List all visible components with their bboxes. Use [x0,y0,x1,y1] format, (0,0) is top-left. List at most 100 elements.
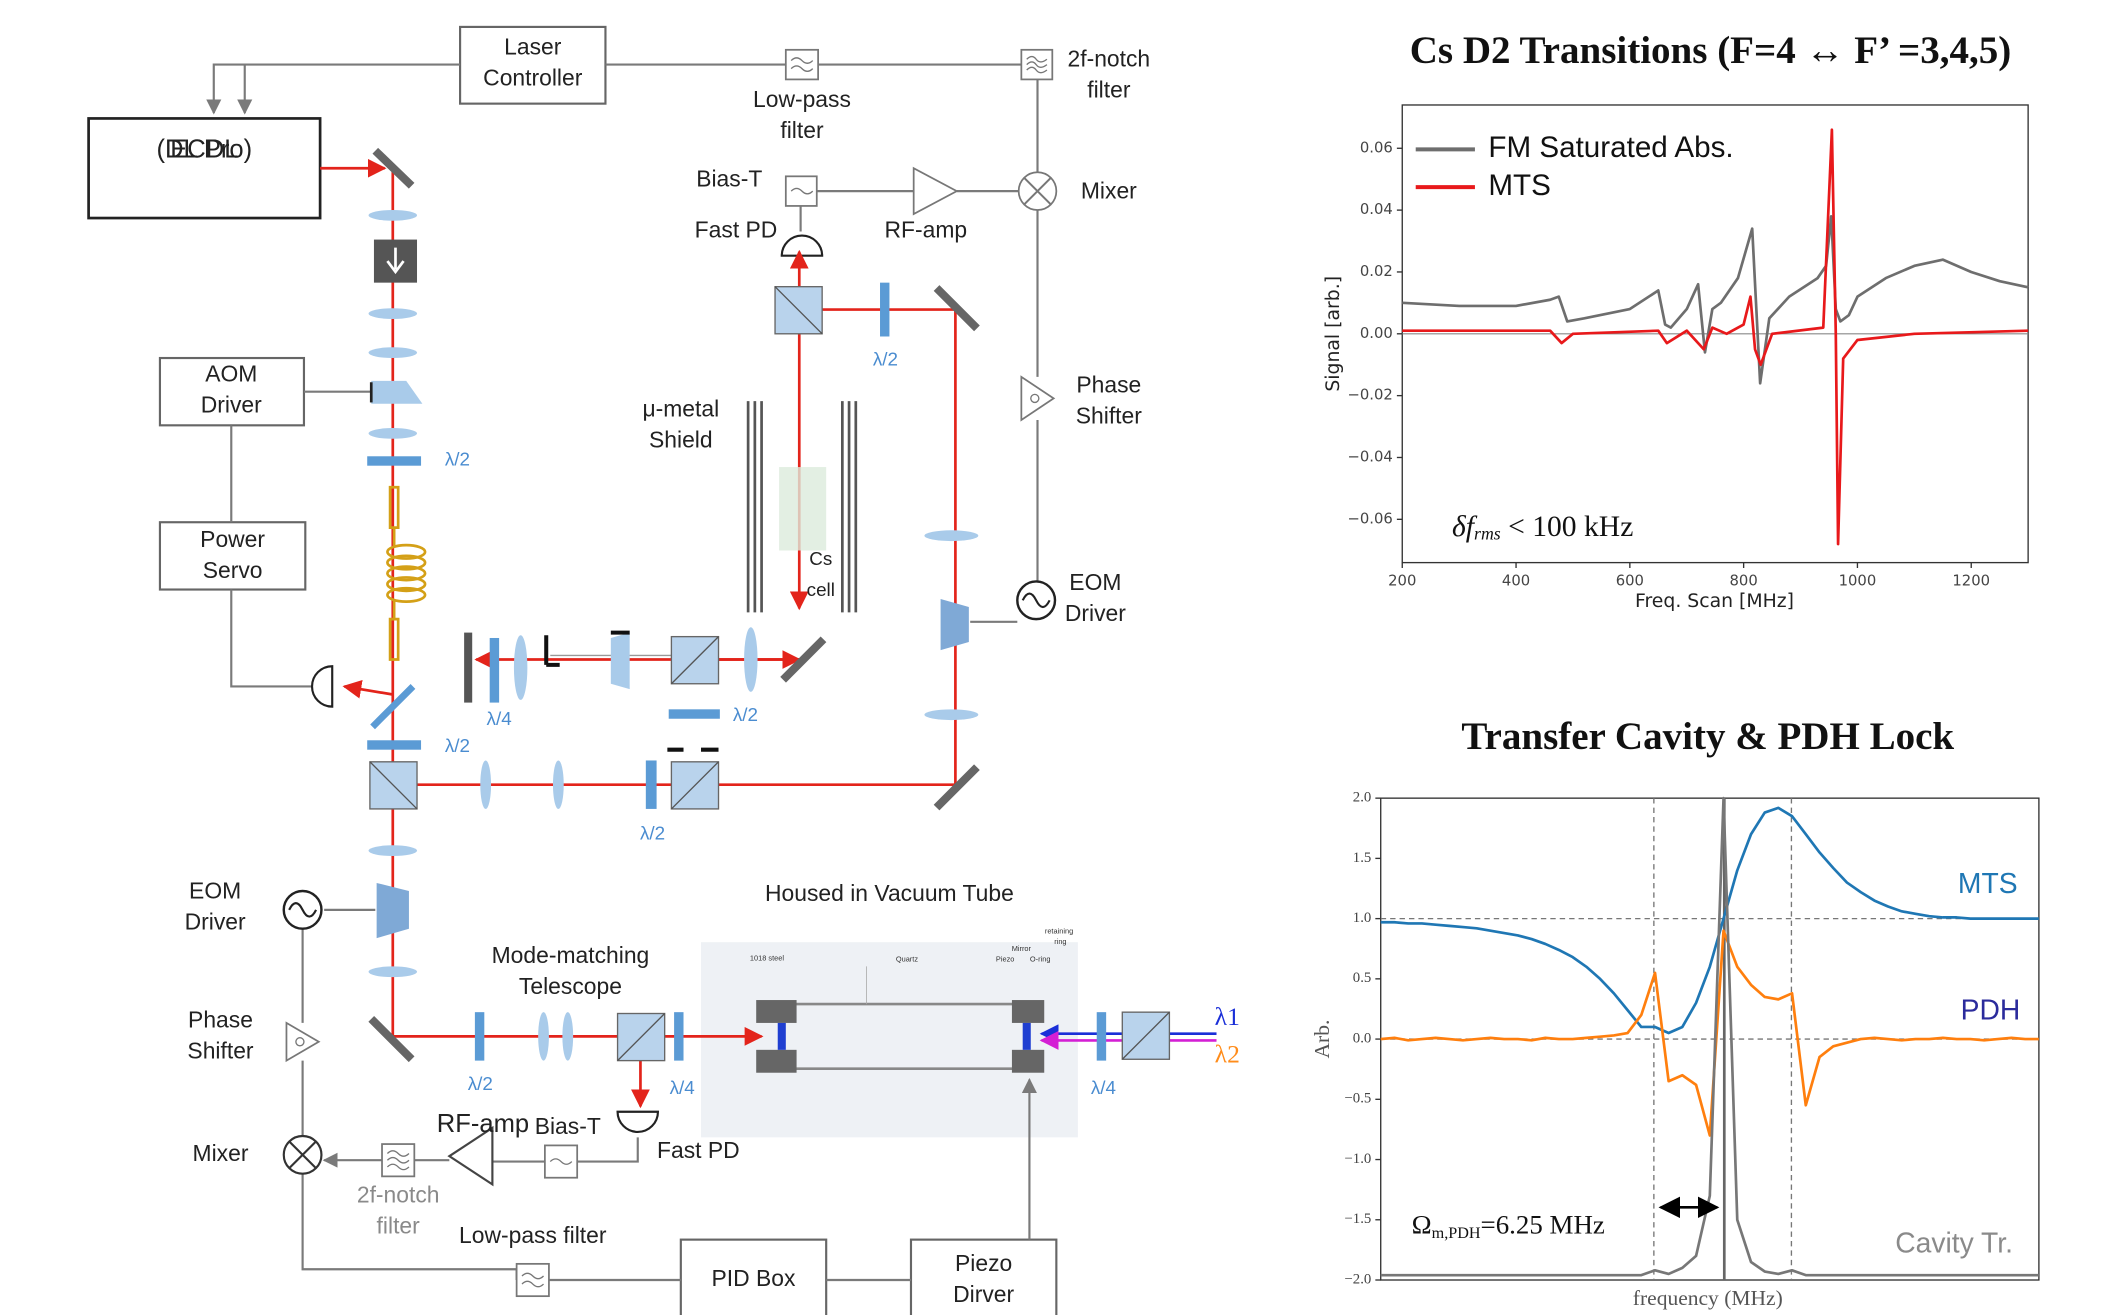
eom [941,599,969,650]
wire [214,65,460,113]
chart-title: Cs D2 Transitions (F=4 ↔ F’ =3,4,5) [1410,29,2012,72]
y-tick-label: 0.04 [1360,201,1393,218]
label: Bias-T [535,1113,601,1139]
label: Shield [649,427,713,453]
series-label: MTS [1958,867,2018,899]
y-tick-label: −0.5 [1344,1091,1371,1107]
lens [369,428,417,439]
label: Mixer [193,1140,249,1166]
retro-mirror [464,633,472,703]
y-tick-label: −1.0 [1344,1151,1371,1167]
waveplate [1097,1012,1106,1060]
lens [924,709,978,720]
label: Mixer [1081,178,1137,204]
label: Cs [809,548,832,569]
prism [611,633,630,690]
lenses [369,210,979,1061]
waveplate-label: λ/2 [873,349,898,370]
part-label: retaining [1045,926,1073,935]
lens [369,210,417,221]
annotation-subscript: m,PDH [1432,1225,1481,1242]
wire [231,65,1037,687]
y-tick-label: 0.5 [1353,970,1372,986]
end-cap [756,1000,796,1023]
label: Fast PD [657,1137,740,1163]
aom [371,381,422,404]
filter [786,50,818,80]
phase-shifter [286,1023,318,1061]
label: Driver [185,908,246,934]
x-axis-label: frequency (MHz) [1633,1286,1783,1310]
x-tick-label: 800 [1730,572,1758,589]
part-label: Quartz [896,955,918,964]
x-tick-label: 400 [1502,572,1530,589]
waveplate [490,638,499,703]
block-label: Power [200,526,265,552]
block-label: PID Box [712,1265,796,1291]
eom [377,883,409,938]
lens [744,627,757,692]
phase-shifter [1021,377,1053,420]
y-tick-label: −0.06 [1347,510,1392,527]
y-tick-label: −2.0 [1344,1271,1371,1287]
part-label: 1018 steel [750,953,784,962]
label: Shifter [187,1038,253,1064]
label: Bias-T [696,165,762,191]
label: 2f-notch [1068,46,1151,72]
y-tick-label: −1.5 [1344,1211,1371,1227]
block-label: Dirver [953,1281,1014,1307]
label: filter [780,117,824,143]
block-label: AOM [205,361,257,387]
annotation-text: < 100 kHz [1501,511,1634,543]
label: cell [807,579,835,600]
y-tick-label: 0.06 [1360,139,1393,156]
photodiode [618,1112,658,1132]
label: Mode-matching [492,942,650,968]
cavity-mirror [778,1023,786,1050]
waveplate-label: λ/2 [733,704,758,725]
y-tick-label: 0.0 [1353,1030,1372,1046]
label: Phase [188,1007,253,1033]
y-tick-label: −0.02 [1347,387,1392,404]
lens [369,845,417,856]
annotation-text: =6.25 MHz [1481,1210,1605,1240]
series-label: Cavity Tr. [1895,1226,2013,1258]
page: LaserControllerECDL(DL Pro)AOMDriverPowe… [0,0,2110,1315]
photodiode [782,236,822,256]
wavelength-label: λ1 [1215,1002,1240,1031]
y-tick-label: 1.0 [1353,910,1372,926]
beam [393,168,762,1036]
y-tick-label: −0.04 [1347,448,1392,465]
block-label: Laser [504,34,562,60]
waveplate-label: λ/2 [640,822,665,843]
y-tick-label: 0.02 [1360,263,1393,280]
label: RF-amp [437,1110,529,1138]
waveplate [367,740,421,749]
block-label: Piezo [955,1250,1012,1276]
waveplate-label: λ/2 [445,735,470,756]
part-label: ring [1054,937,1066,946]
figure: LaserControllerECDL(DL Pro)AOMDriverPowe… [0,0,2110,1315]
y-axis-label: Signal [arb.] [1323,276,1344,392]
waveplate [367,456,421,465]
x-tick-label: 200 [1388,572,1416,589]
cs-cell [779,467,826,550]
label: μ-metal [642,396,719,422]
y-tick-label: 0.00 [1360,325,1393,342]
wavelength-label: λ2 [1215,1039,1240,1068]
block-label: Controller [483,64,583,90]
y-axis-label: Arb. [1310,1020,1334,1059]
label: EOM [189,877,241,903]
y-tick-label: 2.0 [1353,790,1372,806]
label: Low-pass [753,86,851,112]
x-tick-label: 1200 [1952,572,1990,589]
waveplate [475,1012,484,1060]
waveplate-label: λ/4 [1091,1077,1116,1098]
y-tick-label: 1.5 [1353,850,1372,866]
series-label: PDH [1961,994,2021,1026]
end-cap [1012,1000,1044,1023]
photodiode [312,666,332,706]
label: filter [377,1213,421,1239]
lens [514,635,527,700]
